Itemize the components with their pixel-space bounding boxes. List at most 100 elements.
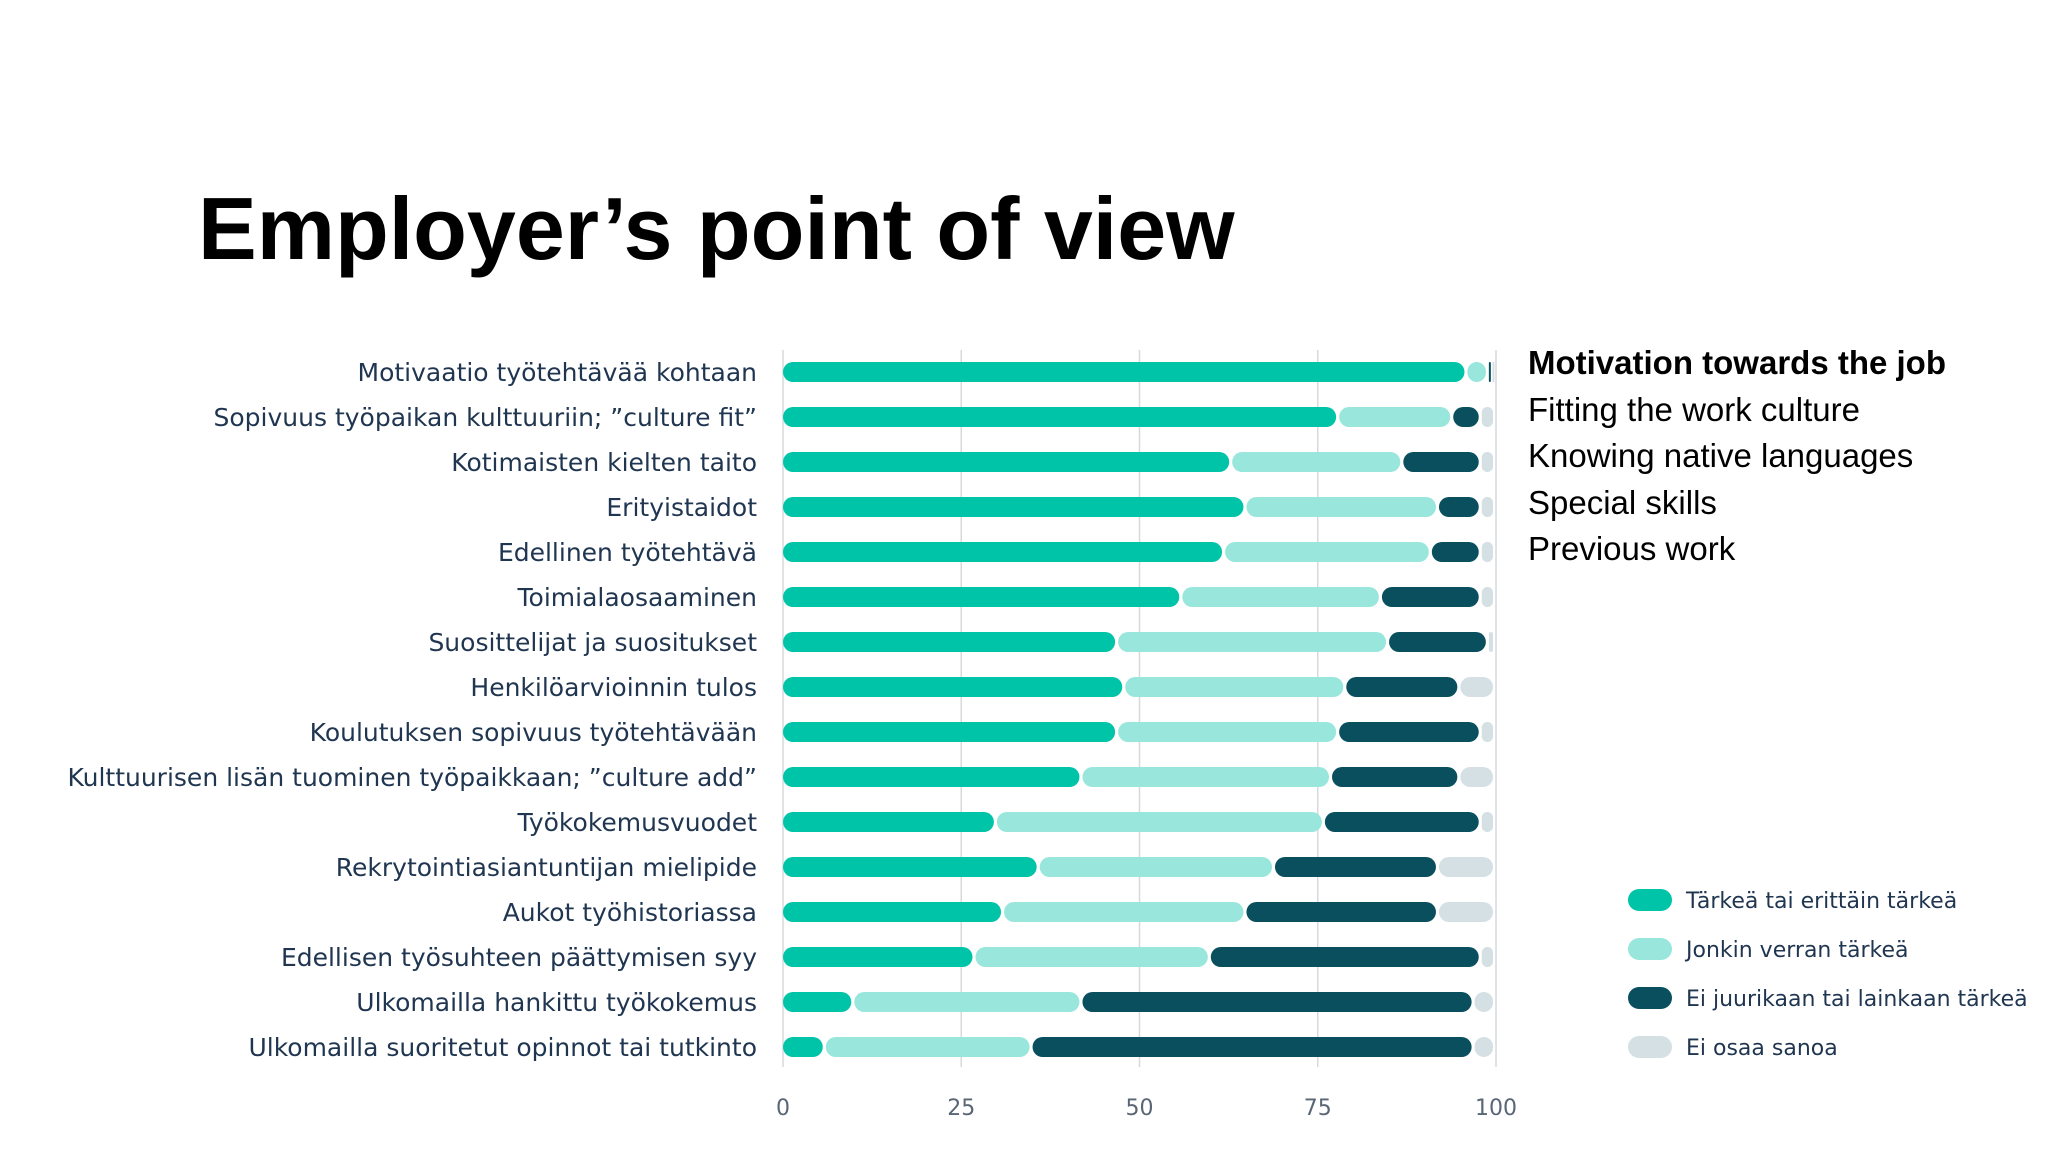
bar-segment-s2-c1 xyxy=(1453,407,1479,427)
bar-segment-s1-c6 xyxy=(1118,632,1387,652)
bars xyxy=(783,362,1495,1057)
bar-segment-s0-c8 xyxy=(783,722,1116,742)
bar-segment-s0-c4 xyxy=(783,542,1223,562)
bar-segment-s2-c11 xyxy=(1274,857,1436,877)
category-label: Suosittelijat ja suositukset xyxy=(428,628,757,657)
bar-segment-s2-c12 xyxy=(1246,902,1436,922)
category-label: Toimialaosaaminen xyxy=(517,583,757,612)
translation-item-native-languages: Knowing native languages xyxy=(1528,437,1914,474)
bar-segment-s1-c0 xyxy=(1467,362,1486,382)
x-tick-label-0: 0 xyxy=(776,1096,790,1121)
category-label: Kulttuurisen lisän tuominen työpaikkaan;… xyxy=(67,763,757,792)
bar-segment-s3-c2 xyxy=(1481,452,1493,472)
legend-label-3: Ei osaa sanoa xyxy=(1686,1036,1838,1061)
legend-label-0: Tärkeä tai erittäin tärkeä xyxy=(1685,889,1957,914)
bar-segment-s1-c2 xyxy=(1232,452,1401,472)
bar-segment-s3-c1 xyxy=(1481,407,1493,427)
bar-segment-s0-c2 xyxy=(783,452,1230,472)
translation-item-previous-work: Previous work xyxy=(1528,530,1736,567)
bar-segment-s2-c6 xyxy=(1389,632,1486,652)
x-tick-label-50: 50 xyxy=(1126,1096,1154,1121)
category-label: Edellisen työsuhteen päättymisen syy xyxy=(281,943,757,972)
bar-segment-s0-c6 xyxy=(783,632,1116,652)
x-tick-label-100: 100 xyxy=(1475,1096,1517,1121)
bar-segment-s2-c13 xyxy=(1210,947,1479,967)
bar-segment-s3-c9 xyxy=(1460,767,1493,787)
x-axis-ticks: 0 25 50 75 100 xyxy=(776,1096,1517,1121)
legend-swatch-3 xyxy=(1628,1036,1672,1058)
bar-segment-s0-c0 xyxy=(783,362,1465,382)
bar-segment-s0-c13 xyxy=(783,947,973,967)
bar-segment-s2-c5 xyxy=(1381,587,1479,607)
bar-segment-s0-c9 xyxy=(783,767,1080,787)
bar-segment-s2-c14 xyxy=(1082,992,1472,1012)
bar-segment-s2-c10 xyxy=(1324,812,1479,832)
bar-segment-s3-c7 xyxy=(1460,677,1493,697)
bar-segment-s0-c7 xyxy=(783,677,1123,697)
legend-label-2: Ei juurikaan tai lainkaan tärkeä xyxy=(1686,987,2028,1012)
bar-segment-s2-c15 xyxy=(1032,1037,1472,1057)
bar-segment-s3-c15 xyxy=(1474,1037,1493,1057)
translation-item-work-culture: Fitting the work culture xyxy=(1528,390,1860,428)
category-label: Motivaatio työtehtävää kohtaan xyxy=(358,358,757,387)
category-label: Erityistaidot xyxy=(606,493,757,522)
bar-segment-s3-c6 xyxy=(1488,632,1493,652)
translation-list: Motivation towards the job Fitting the w… xyxy=(1528,340,1946,573)
legend-label-1: Jonkin verran tärkeä xyxy=(1684,938,1908,963)
bar-segment-s0-c15 xyxy=(783,1037,823,1057)
bar-segment-s1-c12 xyxy=(1004,902,1244,922)
translation-item-special-skills: Special skills xyxy=(1528,483,1717,521)
bar-segment-s1-c14 xyxy=(854,992,1080,1012)
bar-segment-s1-c10 xyxy=(996,812,1322,832)
bar-segment-s0-c12 xyxy=(783,902,1002,922)
bar-segment-s1-c4 xyxy=(1225,542,1429,562)
bar-segment-s0-c14 xyxy=(783,992,852,1012)
category-label: Ulkomailla hankittu työkokemus xyxy=(356,988,757,1017)
bar-segment-s1-c7 xyxy=(1125,677,1344,697)
bar-segment-s1-c5 xyxy=(1182,587,1379,607)
bar-segment-s0-c10 xyxy=(783,812,994,832)
category-label: Edellinen työtehtävä xyxy=(498,538,757,567)
bar-segment-s3-c13 xyxy=(1481,947,1493,967)
bar-segment-s2-c4 xyxy=(1431,542,1479,562)
bar-segment-s0-c11 xyxy=(783,857,1037,877)
legend-swatch-0 xyxy=(1628,889,1672,911)
bar-segment-s3-c4 xyxy=(1481,542,1493,562)
category-label: Kotimaisten kielten taito xyxy=(451,448,757,477)
bar-segment-s2-c9 xyxy=(1332,767,1458,787)
bar-segment-s1-c1 xyxy=(1339,407,1451,427)
category-label: Henkilöarvioinnin tulos xyxy=(470,673,757,702)
bar-segment-s0-c1 xyxy=(783,407,1337,427)
bar-segment-s1-c3 xyxy=(1246,497,1436,517)
category-label: Aukot työhistoriassa xyxy=(503,898,757,927)
legend-swatch-1 xyxy=(1628,938,1672,960)
bar-segment-s0-c3 xyxy=(783,497,1244,517)
bar-segment-s2-c2 xyxy=(1403,452,1479,472)
bar-segment-s1-c9 xyxy=(1082,767,1330,787)
category-label: Sopivuus työpaikan kulttuuriin; ”culture… xyxy=(214,403,757,432)
page-title: Employer’s point of view xyxy=(198,179,1235,278)
category-label: Rekrytointiasiantuntijan mielipide xyxy=(336,853,757,882)
category-label: Työkokemusvuodet xyxy=(516,808,757,837)
bar-segment-s2-c0 xyxy=(1488,362,1491,382)
bar-segment-s1-c15 xyxy=(825,1037,1030,1057)
legend: Tärkeä tai erittäin tärkeä Jonkin verran … xyxy=(1628,889,2028,1061)
bar-segment-s2-c7 xyxy=(1346,677,1458,697)
category-label: Ulkomailla suoritetut opinnot tai tutkin… xyxy=(248,1033,757,1062)
bar-segment-s3-c0 xyxy=(1492,362,1495,382)
bar-segment-s0-c5 xyxy=(783,587,1180,607)
bar-segment-s1-c8 xyxy=(1118,722,1337,742)
translation-item-motivation: Motivation towards the job xyxy=(1528,344,1946,381)
x-tick-label-25: 25 xyxy=(947,1096,975,1121)
bar-segment-s3-c8 xyxy=(1481,722,1493,742)
bar-segment-s3-c10 xyxy=(1481,812,1493,832)
legend-swatch-2 xyxy=(1628,987,1672,1009)
bar-segment-s3-c3 xyxy=(1481,497,1493,517)
bar-segment-s2-c8 xyxy=(1339,722,1479,742)
bar-segment-s1-c11 xyxy=(1039,857,1272,877)
bar-segment-s3-c5 xyxy=(1481,587,1493,607)
bar-segment-s3-c14 xyxy=(1474,992,1493,1012)
bar-segment-s2-c3 xyxy=(1438,497,1479,517)
x-tick-label-75: 75 xyxy=(1304,1096,1332,1121)
